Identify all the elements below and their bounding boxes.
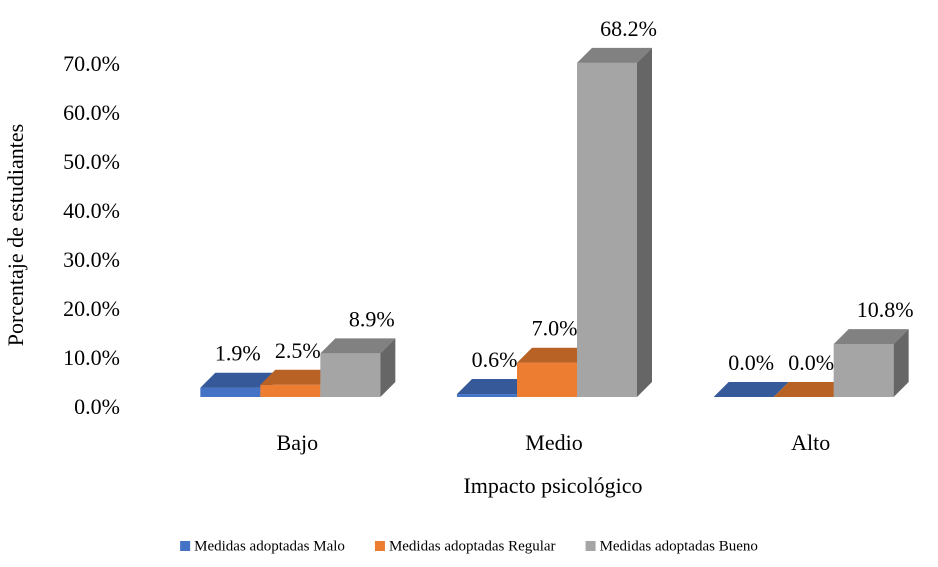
bar-side (893, 329, 909, 397)
legend-swatch (374, 541, 385, 551)
legend-label: Medidas adoptadas Regular (389, 538, 556, 554)
bar-top (517, 347, 592, 363)
y-tick-label: 0.0% (74, 394, 120, 419)
bar (517, 347, 592, 397)
x-axis-label: Impacto psicológico (463, 473, 642, 498)
data-label: 8.9% (349, 306, 395, 331)
bar (260, 369, 336, 397)
bar-top (833, 329, 909, 345)
data-label: 0.0% (728, 350, 774, 375)
x-tick-label: Alto (791, 430, 830, 455)
bar (773, 382, 849, 397)
bar-side (637, 47, 652, 397)
data-label: 1.9% (215, 341, 261, 366)
bar-top (320, 338, 396, 354)
y-tick-label: 60.0% (63, 100, 120, 125)
data-label: 2.5% (275, 338, 321, 363)
bar-front (320, 353, 381, 397)
x-tick-label: Bajo (277, 430, 319, 455)
bar-top (713, 382, 789, 397)
bar (833, 329, 909, 397)
y-tick-label: 50.0% (63, 149, 120, 174)
data-label: 10.8% (857, 297, 914, 322)
bar-top (577, 47, 652, 63)
bar (713, 382, 789, 397)
data-label: 68.2% (600, 16, 657, 41)
bar (320, 338, 396, 397)
bar-top (457, 379, 532, 395)
bar-front (260, 384, 321, 397)
data-label: 7.0% (532, 316, 578, 341)
y-tick-label: 30.0% (63, 247, 120, 272)
y-axis-label: Porcentaje de estudiantes (3, 124, 28, 346)
bar-front (200, 387, 261, 397)
legend-swatch (585, 541, 596, 551)
bar (577, 47, 652, 397)
data-label: 0.6% (472, 347, 518, 372)
legend-label: Medidas adoptadas Bueno (600, 538, 758, 554)
legend-swatch (180, 541, 191, 551)
y-tick-label: 70.0% (63, 51, 120, 76)
bar-top (260, 369, 336, 385)
data-label: 0.0% (788, 350, 834, 375)
bar-front (577, 62, 637, 397)
bar-front (457, 394, 517, 397)
bar-front (517, 362, 577, 397)
bar-top (200, 372, 276, 388)
legend-label: Medidas adoptadas Malo (194, 538, 345, 554)
bar-side (380, 338, 396, 397)
bar-front (833, 344, 894, 397)
y-tick-label: 40.0% (63, 198, 120, 223)
y-tick-label: 20.0% (63, 296, 120, 321)
bar-top (773, 382, 849, 397)
y-tick-label: 10.0% (63, 345, 120, 370)
x-tick-label: Medio (525, 430, 582, 455)
